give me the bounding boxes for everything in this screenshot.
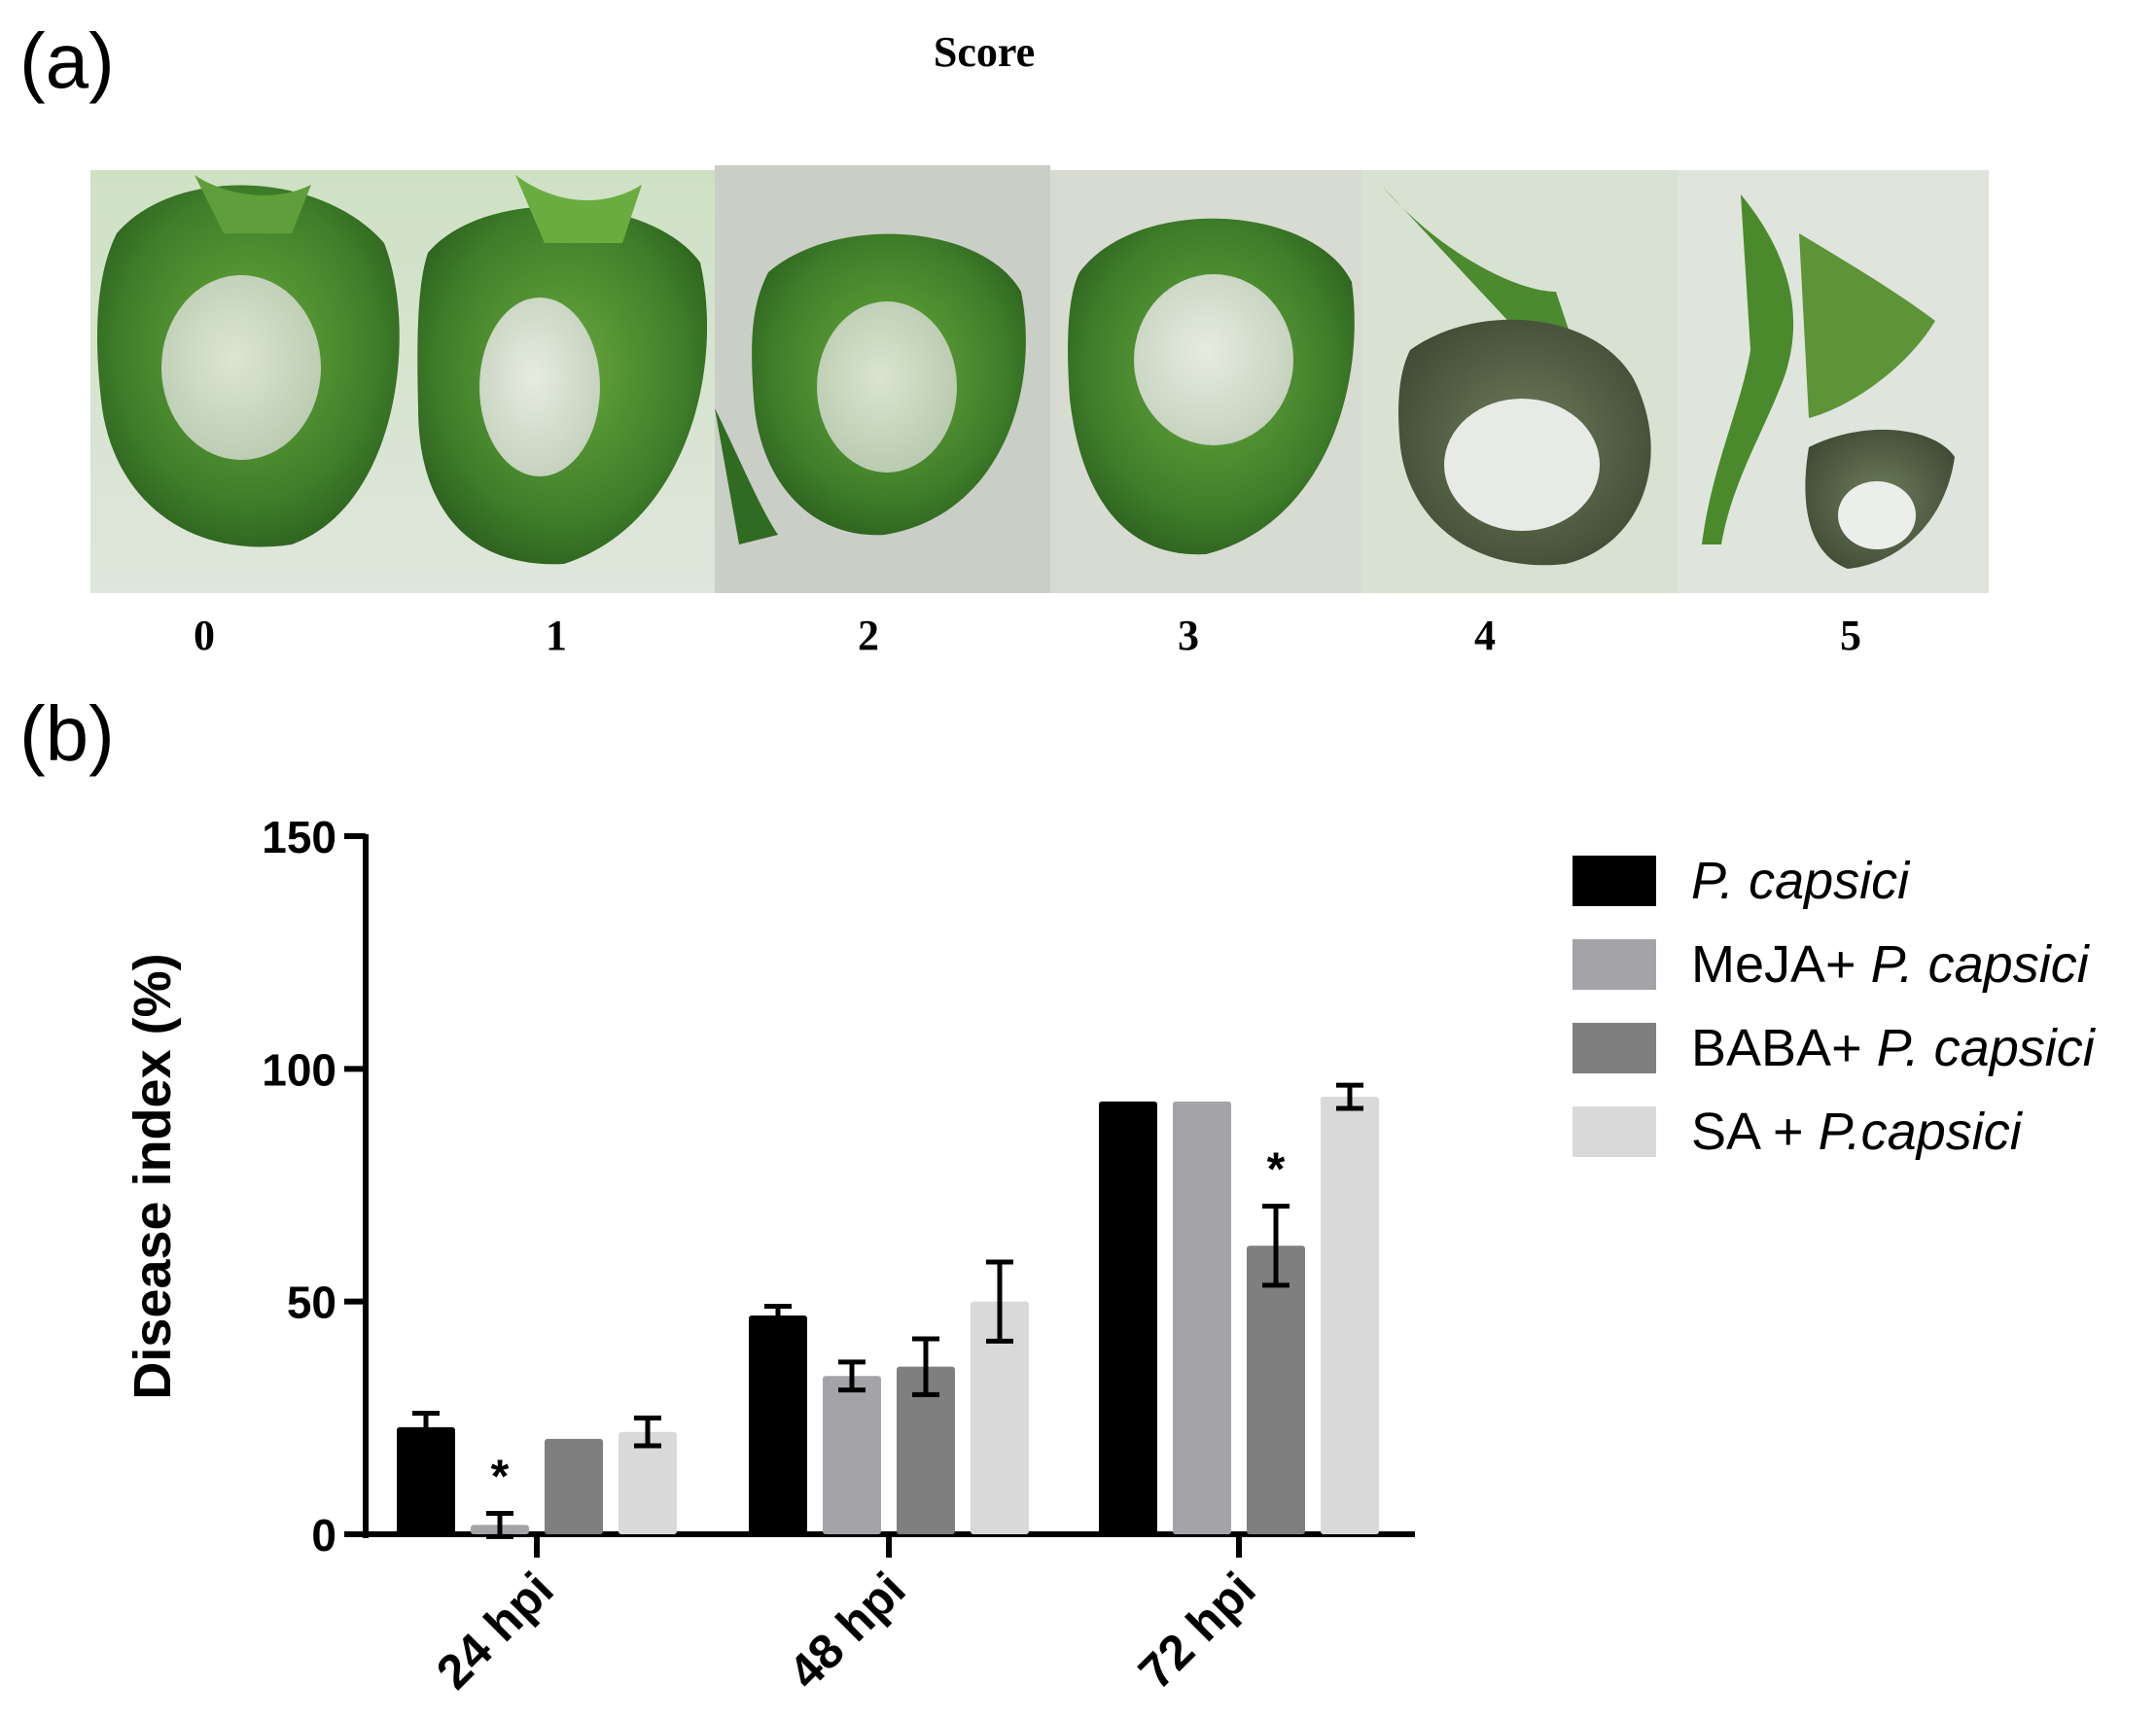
significance-mark: * [1267, 1144, 1286, 1196]
bar [397, 1426, 455, 1534]
bar [897, 1366, 955, 1534]
score-photo-strip [90, 165, 1989, 593]
legend-label-species: P.capsici [1819, 1103, 2024, 1161]
legend-label: BABA+ P. capsici [1691, 1019, 2097, 1077]
bar [823, 1376, 881, 1534]
score-label-4: 4 [1474, 612, 1496, 659]
x-tick-label: 48 hpi [778, 1561, 916, 1700]
y-tick-label: 150 [262, 812, 336, 862]
y-axis-title: Disease index (%) [124, 953, 182, 1399]
score-label-5: 5 [1840, 612, 1861, 659]
bar [1321, 1097, 1379, 1534]
legend-label-species: P. capsici [1691, 852, 1911, 910]
x-tick-label: 72 hpi [1128, 1561, 1266, 1700]
y-tick-label: 0 [311, 1510, 336, 1561]
score-label-0: 0 [194, 612, 215, 659]
bar [1099, 1101, 1157, 1534]
legend-label-species: P. capsici [1877, 1019, 2097, 1077]
score-label-2: 2 [858, 612, 879, 659]
bar [749, 1316, 807, 1534]
score-title: Score [934, 28, 1035, 76]
score-label-1: 1 [546, 612, 567, 659]
leaf-photo-score-3 [1050, 170, 1361, 593]
legend-swatch [1573, 939, 1656, 990]
panel-b-label: (b) [19, 690, 115, 777]
legend-label: SA + P.capsici [1691, 1103, 2024, 1161]
legend-label-species: P. capsici [1871, 935, 2091, 994]
y-tick-label: 50 [287, 1278, 336, 1328]
leaf-photo-score-1 [404, 170, 715, 593]
bar [545, 1438, 603, 1534]
legend-swatch [1573, 1106, 1656, 1157]
legend-swatch [1573, 1023, 1656, 1073]
bar [1247, 1245, 1305, 1534]
legend-label: MeJA+ P. capsici [1691, 935, 2091, 994]
significance-mark: * [491, 1451, 510, 1502]
leaf-photo-score-2 [715, 165, 1050, 593]
score-labels: 0 1 2 3 4 5 [194, 612, 1861, 659]
legend-label-prefix: SA + [1691, 1103, 1819, 1161]
legend-label-prefix: MeJA+ [1691, 935, 1871, 994]
legend-label: P. capsici [1691, 852, 1911, 910]
bar [1173, 1101, 1231, 1534]
x-tick-label: 24 hpi [426, 1561, 564, 1700]
panel-a-label: (a) [19, 18, 115, 104]
score-label-3: 3 [1178, 612, 1199, 659]
legend-swatch [1573, 856, 1656, 906]
y-tick-label: 100 [262, 1044, 336, 1095]
leaf-photo-score-5 [1678, 170, 1989, 593]
bar-chart: 0 50 100 150 Disease index (%) 24 hpi 48 hpi 72… [124, 812, 1415, 1700]
leaf-photo-score-4 [1361, 170, 1678, 593]
legend-label-prefix: BABA+ [1691, 1019, 1877, 1077]
leaf-photo-score-0 [90, 170, 404, 593]
bar [619, 1431, 677, 1534]
bar [971, 1301, 1029, 1534]
